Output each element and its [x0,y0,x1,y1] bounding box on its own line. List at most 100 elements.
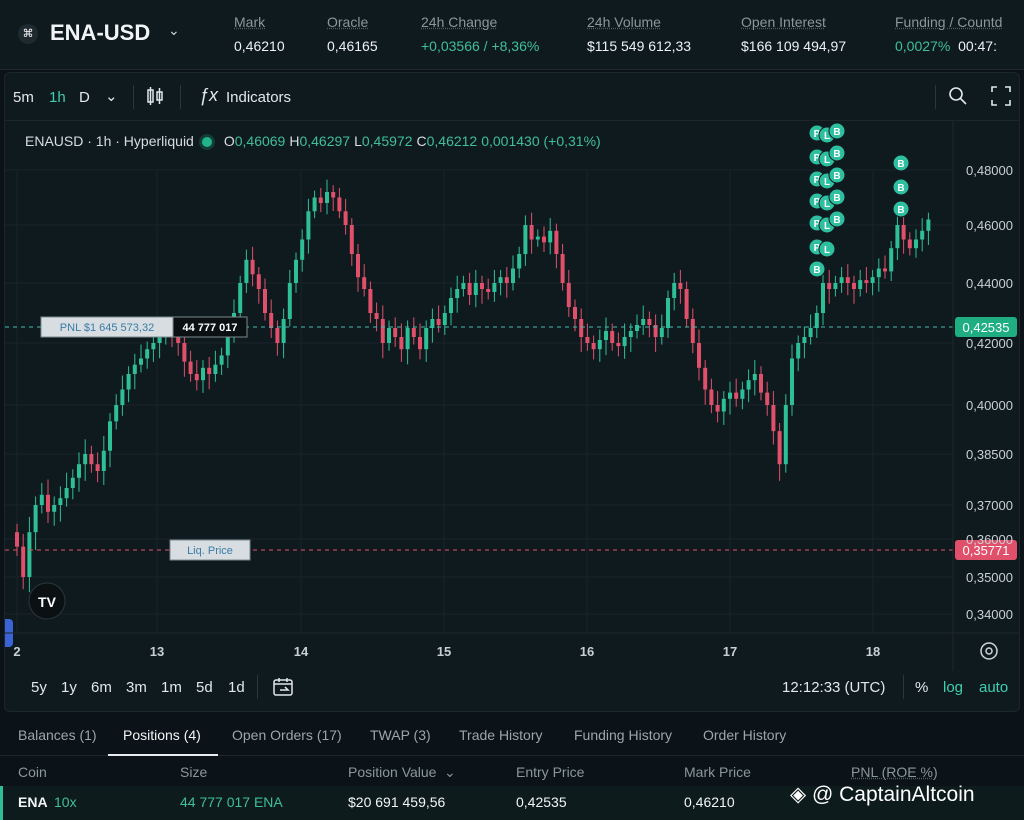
x-tick-label: 17 [723,644,737,659]
trade-marker[interactable] [808,260,826,278]
tab-balances[interactable]: Balances (1) [18,727,97,743]
x-tick-label: 16 [580,644,594,659]
col-position-value[interactable]: Position Value [348,764,437,780]
auto-scale-toggle[interactable]: auto [979,679,1009,696]
hyperliquid-logo-icon: ⌘ [18,24,38,44]
trade-marker[interactable] [892,178,910,196]
trade-marker-label: L [824,245,830,256]
fullscreen-icon[interactable] [990,85,1012,111]
current-price-text: 0,42535 [963,320,1010,335]
settings-gear-icon[interactable] [980,642,998,660]
range-1d[interactable]: 1d [228,679,245,696]
interval-d[interactable]: D [79,89,90,106]
candle-body [430,319,435,328]
candle-body [337,197,342,212]
trade-marker-label: B [833,149,840,160]
trade-marker-label: P [814,175,821,186]
pnl-label: PNL $1 645 573,32 [60,322,154,334]
range-6m[interactable]: 6m [91,679,112,696]
candle-body [39,494,44,505]
candle-body [362,277,367,289]
candle-body [46,494,50,512]
pair-selector[interactable]: ENA-USD [50,20,151,45]
candle-body [442,313,447,325]
candle-body [356,254,360,278]
tab-positions[interactable]: Positions (4) [123,727,201,743]
candle-body [33,505,38,533]
trade-marker[interactable] [828,210,846,228]
stat-oracle: Oracle 0,46165 [327,14,378,54]
candle-body [325,192,329,203]
candle-body [610,331,615,343]
candle-body [833,283,838,289]
candle-body [492,283,497,292]
candle-body [783,405,788,465]
sort-chevron-icon[interactable]: ⌄ [444,764,456,780]
range-1y[interactable]: 1y [61,679,77,696]
trade-marker[interactable] [818,240,836,258]
tab-twap[interactable]: TWAP (3) [370,727,431,743]
interval-5m[interactable]: 5m [13,89,34,106]
percent-scale-toggle[interactable]: % [915,679,929,696]
candle-body [697,343,701,368]
date-range-icon[interactable] [271,675,295,703]
trade-marker-label: P [814,153,821,164]
trade-marker[interactable] [828,144,846,162]
candle-body [343,211,348,225]
ohlc-legend: ENAUSD · 1h · Hyperliquid O0,46069 H0,4629… [25,133,601,149]
liq-label-box [169,539,251,561]
liq-label: Liq. Price [187,545,233,557]
candle-body [746,380,751,390]
log-scale-toggle[interactable]: log [943,679,964,696]
range-3m[interactable]: 3m [126,679,147,696]
zoom-search-icon[interactable] [947,85,969,111]
interval-1h[interactable]: 1h [49,89,66,106]
candle-body [176,337,181,343]
chevron-down-icon[interactable]: ⌄ [168,22,180,38]
trade-marker[interactable] [892,200,910,218]
candle-body [498,277,503,283]
candle-body [312,197,317,212]
range-5d[interactable]: 5d [196,679,213,696]
tab-open-orders[interactable]: Open Orders (17) [232,727,342,743]
candle-body [684,289,689,319]
trade-marker[interactable] [828,122,846,140]
indicators-button[interactable]: Indicators [226,89,292,106]
interval-chevron-icon[interactable]: ⌄ [105,88,118,105]
candle-body [585,337,590,343]
fx-icon[interactable]: ƒx [199,85,219,105]
candles-type-icon[interactable] [145,85,165,111]
tab-trade-history[interactable]: Trade History [459,727,543,743]
trade-marker-label: B [833,193,840,204]
trade-marker[interactable] [892,154,910,172]
col-pnl[interactable]: PNL (ROE %) [851,764,938,780]
candle-body [883,268,887,272]
col-entry-price[interactable]: Entry Price [516,764,585,780]
tab-funding-history[interactable]: Funding History [574,727,673,743]
candle-body [225,328,230,356]
candle-body [263,289,267,313]
candle-body [511,268,515,283]
candle-body [852,283,856,289]
live-indicator-icon [201,137,212,148]
size-label-box [172,316,248,338]
x-tick-label: 18 [866,644,880,659]
candle-body [771,405,776,432]
col-mark-price[interactable]: Mark Price [684,764,751,780]
col-coin[interactable]: Coin [18,764,47,780]
candle-body [139,358,143,365]
trade-marker[interactable] [828,188,846,206]
range-5y[interactable]: 5y [31,679,47,696]
active-tab-underline [108,754,218,756]
table-row[interactable]: ENA 10x 44 777 017 ENA $20 691 459,56 0,… [0,786,1024,820]
candle-body [132,364,137,374]
tab-order-history[interactable]: Order History [703,727,787,743]
trade-marker[interactable] [828,166,846,184]
col-size[interactable]: Size [180,764,208,780]
y-tick-label: 0,36000 [966,532,1013,547]
watermark: ◈ @ CaptainAltcoin [790,783,975,806]
range-1m[interactable]: 1m [161,679,182,696]
row-coin[interactable]: ENA [18,794,48,810]
candle-body [765,392,770,405]
